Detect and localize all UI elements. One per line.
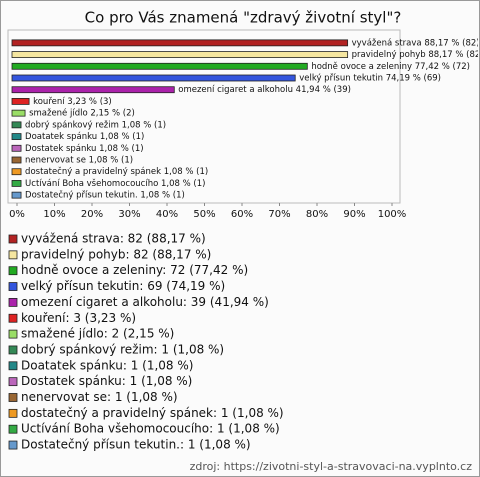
x-tick-label: 10% — [43, 209, 65, 220]
legend-label: omezení cigaret a alkoholu: 39 (41,94 %) — [21, 295, 269, 309]
bar — [11, 144, 22, 152]
bar — [11, 156, 22, 164]
legend-swatch — [8, 282, 18, 291]
legend-swatch — [8, 329, 18, 339]
legend-swatch — [8, 266, 18, 276]
legend-label: pravidelný pohyb: 82 (88,17 %) — [21, 247, 211, 261]
legend-label: Doatatek spánku: 1 (1,08 %) — [21, 358, 193, 372]
bar-label: Dostatek spánku 1,08 % (1) — [25, 144, 144, 154]
source: zdroj: https://zivotni-styl-a-stravovaci… — [190, 460, 473, 473]
legend-swatch — [8, 408, 18, 418]
legend-swatch — [8, 313, 18, 323]
legend-swatch — [8, 250, 18, 260]
bar — [11, 62, 308, 70]
legend-swatch — [8, 345, 18, 355]
bar-label: kouření 3,23 % (3) — [33, 97, 112, 107]
bar — [11, 74, 296, 82]
legend-swatch — [8, 393, 18, 402]
bar-label: pravidelný pohyb 88,17 % (82) — [352, 50, 480, 60]
chart-title: Co pro Vás znamená "zdravý životní styl"… — [85, 9, 402, 27]
bar — [11, 121, 22, 129]
x-tick-label: 100% — [378, 209, 407, 220]
legend-swatch — [8, 297, 18, 307]
x-tick-label: 40% — [156, 209, 178, 220]
legend-label: Dostatek spánku: 1 (1,08 %) — [21, 374, 192, 388]
bar — [11, 168, 22, 176]
legend-label: velký přísun tekutin: 69 (74,19 %) — [21, 279, 225, 293]
bar-label: hodně ovoce a zeleniny 77,42 % (72) — [311, 62, 470, 72]
bar-label: Uctívání Boha všehomocoucího 1,08 % (1) — [25, 178, 205, 189]
legend-label: dobrý spánkový režim: 1 (1,08 %) — [21, 342, 224, 356]
bar-label: Dostatečný přísun tekutin. 1,08 % (1) — [25, 190, 185, 201]
bar-label: vyvážená strava 88,17 % (82) — [352, 38, 480, 48]
legend-label: nenervovat se: 1 (1,08 %) — [21, 390, 178, 404]
bar-label: omezení cigaret a alkoholu 41,94 % (39) — [178, 85, 351, 95]
legend-label: hodně ovoce a zeleniny: 72 (77,42 %) — [21, 263, 248, 277]
legend-swatch — [8, 424, 18, 434]
bar — [11, 86, 175, 94]
bar — [11, 109, 26, 117]
x-tick-label: 90% — [343, 209, 365, 220]
legend-swatch — [8, 361, 18, 371]
legend-label: vyvážená strava: 82 (88,17 %) — [21, 232, 206, 246]
bar-label: nenervovat se 1,08 % (1) — [25, 156, 133, 166]
bar — [11, 191, 22, 199]
bar-label: velký přísun tekutin 74,19 % (69) — [299, 74, 441, 84]
bar-label: dostatečný a pravidelný spánek 1,08 % (1… — [25, 166, 208, 177]
x-tick-label: 0% — [9, 209, 25, 220]
x-tick-label: 30% — [118, 209, 140, 220]
x-tick-label: 20% — [81, 209, 103, 220]
bar — [11, 180, 22, 187]
bar — [11, 39, 349, 47]
x-tick-label: 80% — [306, 209, 328, 220]
bar — [11, 51, 349, 58]
legend-swatch — [8, 234, 18, 244]
legend-label: smažené jídlo: 2 (2,15 %) — [21, 327, 174, 341]
legend-swatch — [8, 440, 18, 450]
x-tick-label: 60% — [231, 209, 253, 220]
x-tick-label: 50% — [193, 209, 215, 220]
bar — [11, 98, 30, 105]
legend-label: Uctívání Boha všehomocoucího: 1 (1,08 %) — [21, 422, 280, 436]
x-tick-label: 70% — [268, 209, 290, 220]
bar-label: smažené jídlo 2,15 % (2) — [29, 108, 135, 119]
legend-label: dostatečný a pravidelný spánek: 1 (1,08 … — [21, 406, 284, 420]
legend-label: kouření: 3 (3,23 %) — [21, 311, 136, 325]
bar-label: dobrý spánkový režim 1,08 % (1) — [25, 120, 166, 130]
bar — [11, 133, 22, 140]
legend-swatch — [8, 377, 18, 387]
bar-label: Doatatek spánku 1,08 % (1) — [25, 132, 144, 142]
legend-label: Dostatečný přísun tekutin.: 1 (1,08 %) — [21, 438, 251, 452]
